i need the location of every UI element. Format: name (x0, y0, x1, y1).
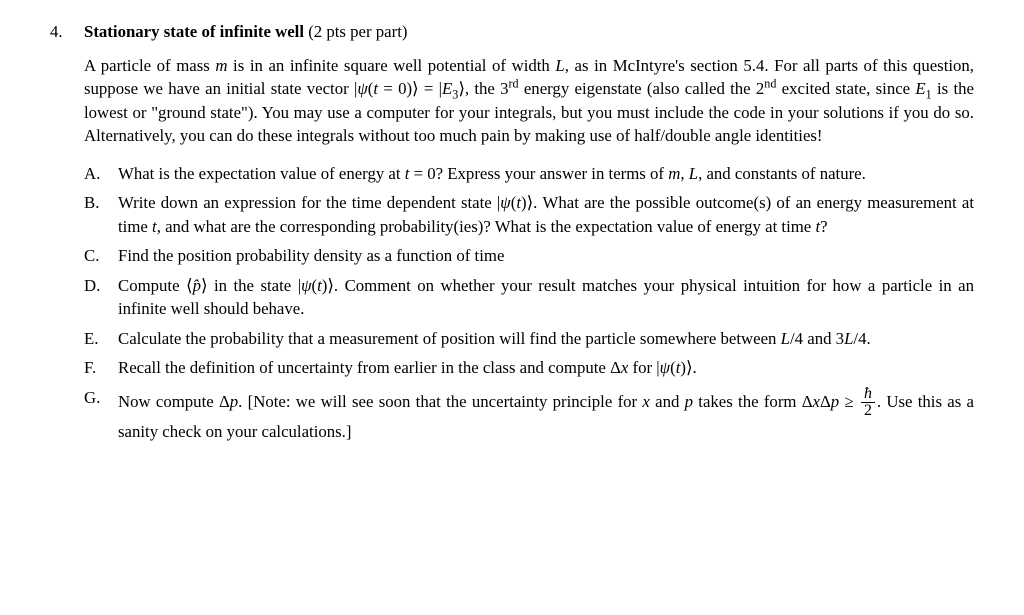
question-intro: A particle of mass m is in an infinite s… (84, 54, 974, 148)
part-body: Write down an expression for the time de… (118, 191, 974, 238)
part-label: G. (84, 386, 118, 410)
part-body: Find the position probability density as… (118, 244, 974, 268)
part-body: Now compute Δp. [Note: we will see soon … (118, 386, 974, 444)
question-title-line: Stationary state of infinite well (2 pts… (84, 20, 407, 44)
question-number: 4. (50, 20, 84, 44)
part-label: F. (84, 356, 118, 380)
part-label: E. (84, 327, 118, 351)
part-row: D.Compute ⟨p̂⟩ in the state |ψ(t)⟩. Comm… (84, 274, 974, 321)
part-label: D. (84, 274, 118, 298)
question-parts: A.What is the expectation value of energ… (84, 162, 974, 444)
question-title: Stationary state of infinite well (84, 22, 304, 41)
part-label: B. (84, 191, 118, 215)
part-row: B.Write down an expression for the time … (84, 191, 974, 238)
part-body: Compute ⟨p̂⟩ in the state |ψ(t)⟩. Commen… (118, 274, 974, 321)
part-row: G.Now compute Δp. [Note: we will see soo… (84, 386, 974, 444)
part-label: C. (84, 244, 118, 268)
part-row: F.Recall the definition of uncertainty f… (84, 356, 974, 380)
part-row: E.Calculate the probability that a measu… (84, 327, 974, 351)
part-label: A. (84, 162, 118, 186)
part-body: What is the expectation value of energy … (118, 162, 974, 186)
question-header: 4. Stationary state of infinite well (2 … (50, 20, 974, 44)
problem-page: 4. Stationary state of infinite well (2 … (0, 0, 1024, 615)
question-points: (2 pts per part) (304, 22, 407, 41)
part-body: Recall the definition of uncertainty fro… (118, 356, 974, 380)
part-body: Calculate the probability that a measure… (118, 327, 974, 351)
part-row: C.Find the position probability density … (84, 244, 974, 268)
part-row: A.What is the expectation value of energ… (84, 162, 974, 186)
